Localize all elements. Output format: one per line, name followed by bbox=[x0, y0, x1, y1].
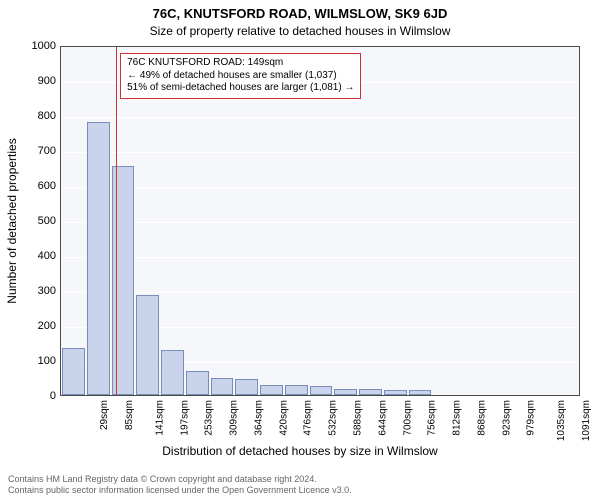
footer-line-2: Contains public sector information licen… bbox=[8, 485, 352, 496]
x-tick-label: 588sqm bbox=[353, 400, 364, 436]
annotation-line: 51% of semi-detached houses are larger (… bbox=[127, 82, 354, 95]
grid-line bbox=[61, 292, 579, 293]
y-tick-label: 0 bbox=[16, 390, 56, 402]
x-tick-label: 141sqm bbox=[154, 400, 165, 436]
x-tick-label: 644sqm bbox=[377, 400, 388, 436]
histogram-bar bbox=[235, 379, 258, 395]
x-tick-label: 197sqm bbox=[179, 400, 190, 436]
x-tick-label: 253sqm bbox=[204, 400, 215, 436]
y-tick-label: 800 bbox=[16, 110, 56, 122]
histogram-bar bbox=[310, 386, 333, 395]
marker-line bbox=[116, 47, 117, 395]
annotation-line: ← 49% of detached houses are smaller (1,… bbox=[127, 70, 354, 83]
x-tick-label: 700sqm bbox=[402, 400, 413, 436]
histogram-bar bbox=[285, 385, 308, 396]
x-tick-label: 532sqm bbox=[328, 400, 339, 436]
y-tick-label: 1000 bbox=[16, 40, 56, 52]
histogram-bar bbox=[87, 122, 110, 395]
histogram-bar bbox=[186, 371, 209, 396]
histogram-bar bbox=[136, 295, 159, 395]
plot-area: 76C KNUTSFORD ROAD: 149sqm← 49% of detac… bbox=[60, 46, 580, 396]
chart-title-main: 76C, KNUTSFORD ROAD, WILMSLOW, SK9 6JD bbox=[0, 6, 600, 21]
y-tick-label: 300 bbox=[16, 285, 56, 297]
x-tick-label: 868sqm bbox=[476, 400, 487, 436]
histogram-bar bbox=[62, 348, 85, 395]
grid-line bbox=[61, 152, 579, 153]
footer-attribution: Contains HM Land Registry data © Crown c… bbox=[8, 474, 352, 496]
histogram-bar bbox=[211, 378, 234, 396]
y-tick-label: 600 bbox=[16, 180, 56, 192]
x-tick-label: 85sqm bbox=[124, 400, 135, 430]
x-tick-label: 1091sqm bbox=[581, 400, 592, 441]
histogram-bar bbox=[334, 389, 357, 395]
histogram-bar bbox=[260, 385, 283, 396]
y-tick-label: 500 bbox=[16, 215, 56, 227]
histogram-bar bbox=[409, 390, 432, 395]
x-tick-label: 29sqm bbox=[99, 400, 110, 430]
y-tick-label: 100 bbox=[16, 355, 56, 367]
x-tick-label: 923sqm bbox=[501, 400, 512, 436]
y-tick-label: 900 bbox=[16, 75, 56, 87]
y-tick-label: 700 bbox=[16, 145, 56, 157]
x-tick-label: 476sqm bbox=[303, 400, 314, 436]
grid-line bbox=[61, 222, 579, 223]
grid-line bbox=[61, 117, 579, 118]
footer-line-1: Contains HM Land Registry data © Crown c… bbox=[8, 474, 352, 485]
x-axis-label: Distribution of detached houses by size … bbox=[0, 444, 600, 458]
x-tick-label: 812sqm bbox=[452, 400, 463, 436]
x-tick-label: 364sqm bbox=[254, 400, 265, 436]
grid-line bbox=[61, 257, 579, 258]
histogram-bar bbox=[384, 390, 407, 395]
annotation-box: 76C KNUTSFORD ROAD: 149sqm← 49% of detac… bbox=[120, 53, 361, 99]
x-tick-label: 420sqm bbox=[278, 400, 289, 436]
chart-container: 76C, KNUTSFORD ROAD, WILMSLOW, SK9 6JD S… bbox=[0, 0, 600, 500]
chart-title-sub: Size of property relative to detached ho… bbox=[0, 24, 600, 38]
x-tick-label: 1035sqm bbox=[556, 400, 567, 441]
annotation-line: 76C KNUTSFORD ROAD: 149sqm bbox=[127, 57, 354, 70]
grid-line bbox=[61, 187, 579, 188]
histogram-bar bbox=[112, 166, 135, 395]
histogram-bar bbox=[359, 389, 382, 395]
y-tick-label: 400 bbox=[16, 250, 56, 262]
y-tick-label: 200 bbox=[16, 320, 56, 332]
x-tick-label: 756sqm bbox=[427, 400, 438, 436]
histogram-bar bbox=[161, 350, 184, 396]
x-tick-label: 309sqm bbox=[229, 400, 240, 436]
x-tick-label: 979sqm bbox=[526, 400, 537, 436]
